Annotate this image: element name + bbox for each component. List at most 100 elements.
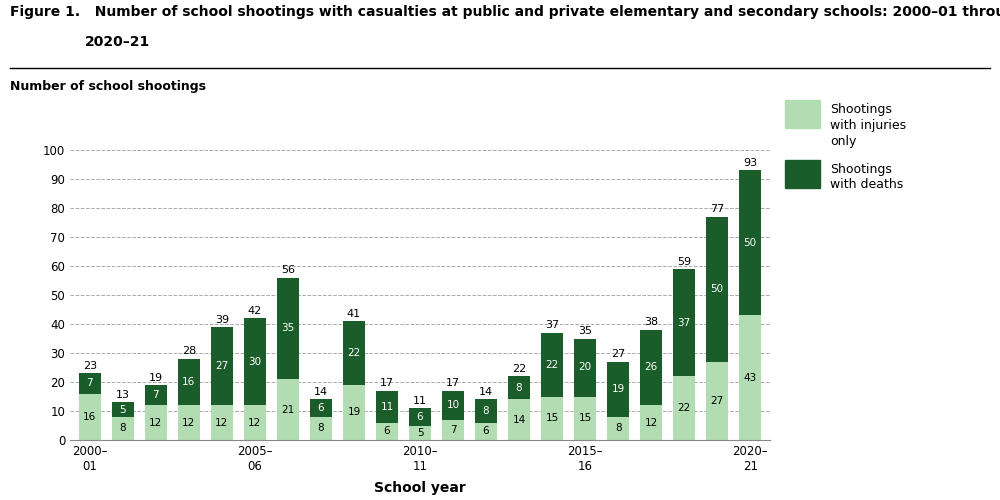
Bar — [508, 376, 530, 400]
Bar — [376, 390, 398, 422]
Text: 15: 15 — [545, 413, 559, 423]
Bar — [442, 420, 464, 440]
Text: 22: 22 — [512, 364, 526, 374]
Bar — [475, 422, 497, 440]
Text: Number of school shootings with casualties at public and private elementary and : Number of school shootings with casualti… — [85, 5, 1000, 19]
Text: 77: 77 — [710, 204, 724, 214]
Text: 22: 22 — [347, 348, 361, 358]
Bar — [79, 374, 101, 394]
Bar — [574, 338, 596, 396]
Bar — [409, 408, 431, 426]
Text: 27: 27 — [711, 396, 724, 406]
Bar — [277, 278, 299, 379]
Text: 19: 19 — [611, 384, 625, 394]
Text: 12: 12 — [248, 418, 262, 428]
Bar — [343, 385, 365, 440]
Text: 15: 15 — [578, 413, 592, 423]
Text: 10: 10 — [446, 400, 460, 410]
Text: 39: 39 — [215, 314, 229, 324]
Text: 5: 5 — [417, 428, 423, 438]
Text: 7: 7 — [450, 425, 456, 435]
Bar — [244, 405, 266, 440]
Text: 27: 27 — [215, 361, 229, 371]
Bar — [706, 362, 728, 440]
Text: 16: 16 — [83, 412, 96, 422]
Bar — [211, 405, 233, 440]
Text: 43: 43 — [744, 372, 757, 382]
Bar — [145, 385, 167, 405]
Text: 2020–21: 2020–21 — [85, 35, 150, 49]
Bar — [79, 394, 101, 440]
Text: 35: 35 — [281, 324, 295, 334]
Bar — [574, 396, 596, 440]
Text: 23: 23 — [83, 361, 97, 371]
Bar — [706, 216, 728, 362]
Text: 8: 8 — [483, 406, 489, 416]
Text: 8: 8 — [516, 383, 522, 393]
Bar — [376, 422, 398, 440]
Text: 20: 20 — [579, 362, 592, 372]
Bar — [310, 417, 332, 440]
Text: 6: 6 — [483, 426, 489, 436]
Bar — [607, 417, 629, 440]
Text: 12: 12 — [215, 418, 229, 428]
Text: 59: 59 — [677, 256, 691, 266]
Text: Shootings
with deaths: Shootings with deaths — [830, 162, 903, 192]
Bar — [640, 405, 662, 440]
Bar — [673, 376, 695, 440]
Text: 8: 8 — [120, 424, 126, 434]
Text: 35: 35 — [578, 326, 592, 336]
Bar — [178, 359, 200, 405]
Bar — [178, 405, 200, 440]
Text: 41: 41 — [347, 309, 361, 319]
Text: 6: 6 — [318, 403, 324, 413]
Bar — [244, 318, 266, 405]
Text: 12: 12 — [149, 418, 162, 428]
Bar — [475, 400, 497, 422]
Bar — [211, 327, 233, 405]
Text: 11: 11 — [413, 396, 427, 406]
Text: 56: 56 — [281, 266, 295, 276]
Text: 26: 26 — [645, 362, 658, 372]
Text: Shootings
with injuries
only: Shootings with injuries only — [830, 102, 906, 148]
Bar — [640, 330, 662, 405]
Text: 50: 50 — [744, 238, 757, 248]
Text: 22: 22 — [678, 403, 691, 413]
Bar — [442, 390, 464, 420]
Bar — [739, 316, 761, 440]
Text: 14: 14 — [314, 387, 328, 397]
Bar — [673, 269, 695, 376]
Text: 27: 27 — [611, 350, 625, 360]
Text: 17: 17 — [380, 378, 394, 388]
Text: 42: 42 — [248, 306, 262, 316]
Bar — [541, 396, 563, 440]
Bar — [112, 417, 134, 440]
Text: 28: 28 — [182, 346, 196, 356]
Text: 22: 22 — [545, 360, 559, 370]
Bar — [310, 400, 332, 417]
Text: 7: 7 — [86, 378, 93, 388]
Text: 6: 6 — [417, 412, 423, 422]
Text: 14: 14 — [512, 414, 526, 424]
Bar — [409, 426, 431, 440]
Text: 21: 21 — [281, 404, 295, 414]
Text: 6: 6 — [384, 426, 390, 436]
Text: 12: 12 — [645, 418, 658, 428]
Text: 14: 14 — [479, 387, 493, 397]
Text: 19: 19 — [149, 372, 163, 382]
Bar — [145, 405, 167, 440]
Bar — [541, 332, 563, 396]
Text: 16: 16 — [182, 377, 195, 387]
Text: 37: 37 — [545, 320, 559, 330]
Text: Number of school shootings: Number of school shootings — [10, 80, 206, 93]
Text: 13: 13 — [116, 390, 130, 400]
Text: 7: 7 — [153, 390, 159, 400]
Text: 19: 19 — [347, 408, 361, 418]
Bar — [739, 170, 761, 316]
Text: Figure 1.: Figure 1. — [10, 5, 80, 19]
Text: 37: 37 — [678, 318, 691, 328]
Text: 8: 8 — [615, 424, 621, 434]
X-axis label: School year: School year — [374, 481, 466, 495]
Text: 93: 93 — [743, 158, 757, 168]
Text: 50: 50 — [711, 284, 724, 294]
